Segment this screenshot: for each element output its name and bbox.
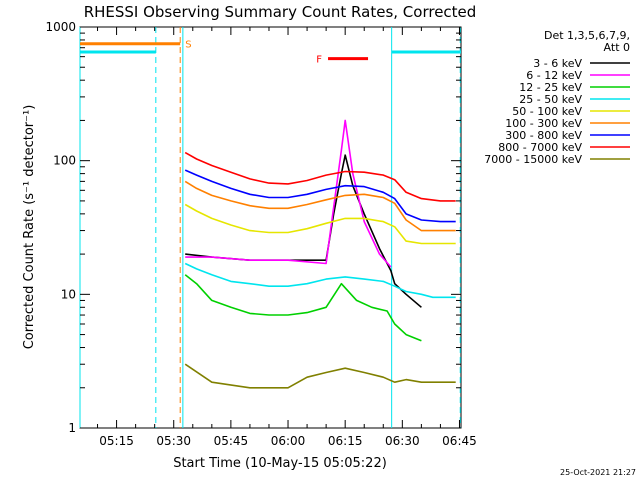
- series-lines: [184, 119, 456, 389]
- legend-label-1: 6 - 12 keV: [526, 69, 582, 82]
- x-tick-label-3: 06:00: [271, 434, 306, 448]
- vertical-markers: [79, 27, 461, 428]
- x-tick-label-6: 06:45: [442, 434, 477, 448]
- plot-frame: [79, 26, 462, 429]
- flag-label-s-0: S: [185, 40, 191, 51]
- x-tick-label-0: 05:15: [99, 434, 134, 448]
- y-tick-label-3: 1000: [45, 20, 76, 34]
- detector-info-line-1: Det 1,3,5,6,7,9,: [544, 29, 630, 42]
- x-tick-label-4: 06:15: [328, 434, 363, 448]
- series-line-3: [184, 262, 456, 299]
- render-timestamp: 25-Oct-2021 21:27: [560, 468, 636, 477]
- flag-label-f-3: F: [316, 55, 322, 66]
- x-axis-label: Start Time (10-May-15 05:05:22): [173, 456, 387, 471]
- chart-title: RHESSI Observing Summary Count Rates, Co…: [84, 3, 477, 21]
- flag-bars: SNNF: [80, 40, 461, 66]
- series-line-2: [184, 274, 422, 342]
- y-axis-label: Corrected Count Rate (s⁻¹ detector⁻¹): [22, 105, 37, 350]
- series-line-8: [184, 363, 456, 389]
- legend-label-6: 300 - 800 keV: [505, 129, 582, 142]
- x-tick-label-2: 05:45: [214, 434, 249, 448]
- series-line-5: [184, 180, 456, 232]
- series-line-6: [184, 169, 456, 223]
- legend-label-0: 3 - 6 keV: [533, 57, 582, 70]
- legend-label-3: 25 - 50 keV: [519, 93, 582, 106]
- x-tick-label-1: 05:30: [156, 434, 191, 448]
- y-tick-label-1: 10: [61, 287, 76, 301]
- legend-label-5: 100 - 300 keV: [505, 117, 582, 130]
- legend-label-2: 12 - 25 keV: [519, 81, 582, 94]
- y-tick-label-0: 1: [68, 421, 76, 435]
- x-tick-label-5: 06:30: [385, 434, 420, 448]
- y-axis-ticks: 1 10 100 1000: [45, 20, 461, 435]
- x-axis-ticks: 05:15 05:30 05:45 06:00 06:15 06:30 06:45: [97, 27, 477, 448]
- y-tick-label-2: 100: [53, 154, 76, 168]
- series-line-7: [184, 151, 456, 202]
- legend-label-7: 800 - 7000 keV: [498, 141, 582, 154]
- series-line-4: [184, 203, 456, 245]
- legend-label-4: 50 - 100 keV: [512, 105, 582, 118]
- legend-label-8: 7000 - 15000 keV: [484, 153, 582, 166]
- series-line-1: [185, 119, 392, 268]
- detector-info-line-2: Att 0: [604, 41, 630, 54]
